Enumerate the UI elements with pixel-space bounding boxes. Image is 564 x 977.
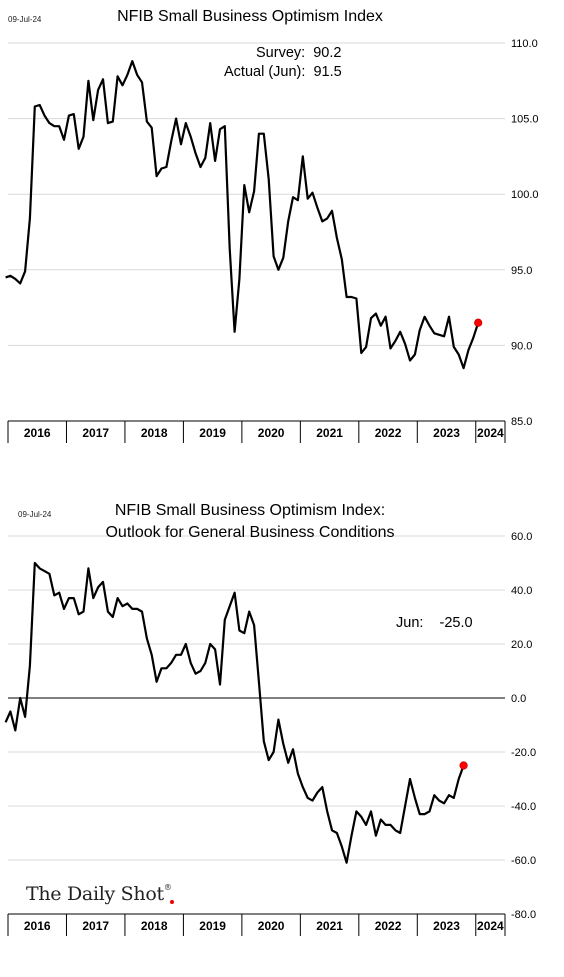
x-tick-label: 2020 xyxy=(258,919,285,933)
daily-shot-logo: The Daily Shot® xyxy=(26,883,174,905)
y-tick-label: 100.0 xyxy=(511,189,539,201)
y-tick-label: -60.0 xyxy=(511,855,536,867)
x-tick-label: 2016 xyxy=(24,426,51,440)
chart-panel-business-conditions: -80.0 -60.0 -40.0 -20.0 0.0 20.0 40.0 60.0 2016 2… xyxy=(0,490,564,977)
survey-annotation: Survey: 90.2 xyxy=(256,45,342,61)
y-tick-label: 0.0 xyxy=(511,693,526,705)
y-tick-label: 60.0 xyxy=(511,531,532,543)
x-tick-label: 2024 xyxy=(477,426,504,440)
latest-value-marker xyxy=(459,761,468,770)
x-tick-label: 2021 xyxy=(316,919,343,933)
x-tick-label: 2018 xyxy=(141,426,168,440)
x-tick-label: 2017 xyxy=(82,426,109,440)
x-tick-label: 2022 xyxy=(375,919,402,933)
june-annotation: Jun: -25.0 xyxy=(396,615,473,631)
y-tick-label: 40.0 xyxy=(511,585,532,597)
x-tick-label: 2016 xyxy=(24,919,51,933)
x-tick-label: 2022 xyxy=(375,426,402,440)
y-tick-label: -80.0 xyxy=(511,909,536,921)
chart-title: NFIB Small Business Optimism Index xyxy=(117,8,383,25)
y-tick-label: 85.0 xyxy=(511,416,532,428)
y-tick-label: 95.0 xyxy=(511,265,532,277)
y-tick-label: 110.0 xyxy=(511,38,538,50)
logo-registered-mark: ® xyxy=(163,883,172,892)
x-tick-label: 2018 xyxy=(141,919,168,933)
x-tick-label: 2023 xyxy=(433,919,460,933)
optimism-index-chart: 85.0 90.0 95.0 100.0 105.0 110.0 2016 2017 2018 2… xyxy=(5,38,539,443)
x-tick-label: 2019 xyxy=(199,426,226,440)
business-conditions-chart: -80.0 -60.0 -40.0 -20.0 0.0 20.0 40.0 60.0 2016 2… xyxy=(4,531,536,936)
actual-annotation: Actual (Jun): 91.5 xyxy=(224,64,342,80)
x-tick-label: 2019 xyxy=(199,919,226,933)
chart-title: NFIB Small Business Optimism Index: Outl… xyxy=(105,502,395,541)
y-tick-label: -40.0 xyxy=(511,801,536,813)
chart-panel-optimism-index: 85.0 90.0 95.0 100.0 105.0 110.0 2016 2017 2018 2… xyxy=(0,0,564,470)
logo-text: The Daily Shot xyxy=(26,883,164,905)
series-line xyxy=(5,59,480,370)
x-tick-label: 2017 xyxy=(82,919,109,933)
y-tick-label: 20.0 xyxy=(511,639,532,651)
y-tick-label: -20.0 xyxy=(511,747,536,759)
series-line xyxy=(4,561,465,864)
x-tick-label: 2023 xyxy=(433,426,460,440)
x-tick-label: 2024 xyxy=(477,919,504,933)
logo-dot xyxy=(169,900,174,904)
y-tick-label: 105.0 xyxy=(511,114,539,126)
y-tick-label: 90.0 xyxy=(511,340,532,352)
date-stamp: 09-Jul-24 xyxy=(18,510,52,519)
x-tick-label: 2021 xyxy=(316,426,343,440)
x-tick-label: 2020 xyxy=(258,426,285,440)
latest-value-marker xyxy=(474,318,483,327)
date-stamp: 09-Jul-24 xyxy=(8,15,42,24)
